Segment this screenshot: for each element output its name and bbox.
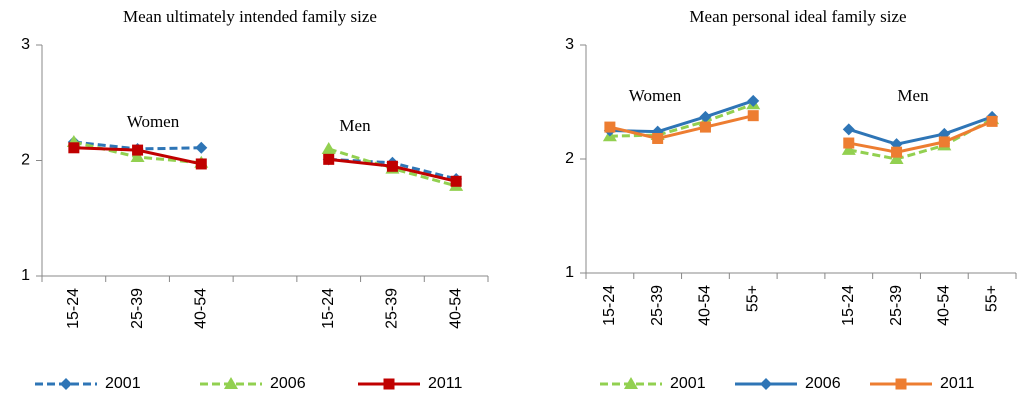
legend-label: 2006 — [270, 375, 306, 392]
y-tick-label: 3 — [565, 36, 574, 53]
marker — [652, 132, 664, 144]
marker — [842, 123, 855, 136]
x-tick-label: 15-24 — [601, 285, 618, 326]
marker — [891, 146, 903, 158]
legend-item: 2001 — [600, 375, 706, 392]
annotation: Men — [339, 116, 371, 135]
chart-title: Mean personal ideal family size — [689, 7, 906, 26]
marker — [68, 142, 80, 154]
y-tick-label: 2 — [565, 150, 574, 167]
series-line — [609, 102, 993, 161]
marker — [841, 142, 856, 155]
annotation: Women — [629, 86, 682, 105]
marker — [604, 121, 616, 133]
marker — [699, 121, 711, 133]
x-tick-label: 15-24 — [840, 285, 857, 326]
marker — [938, 136, 950, 148]
marker — [386, 160, 398, 172]
marker — [747, 110, 759, 122]
legend-label: 2011 — [428, 375, 463, 392]
legend-item: 2011 — [870, 375, 975, 392]
x-tick-label: 15-24 — [65, 288, 82, 329]
legend-item: 2006 — [200, 375, 306, 392]
annotation: Women — [127, 112, 180, 131]
marker — [60, 378, 72, 390]
marker — [450, 175, 462, 187]
legend-item: 2006 — [735, 375, 841, 392]
marker — [843, 137, 855, 149]
x-tick-label: 25-39 — [649, 285, 666, 326]
legend-label: 2001 — [670, 375, 706, 392]
series-line — [73, 146, 457, 183]
marker — [699, 110, 712, 123]
series-line — [609, 99, 993, 146]
series — [66, 135, 464, 191]
y-tick-label: 3 — [21, 36, 30, 53]
y-tick-label: 1 — [565, 264, 574, 281]
marker — [747, 94, 760, 107]
marker — [323, 153, 335, 165]
marker — [130, 150, 145, 163]
marker — [195, 158, 207, 170]
marker — [986, 115, 998, 127]
x-tick-label: 40-54 — [447, 288, 464, 329]
legend-item: 2011 — [358, 375, 463, 392]
x-tick-label: 25-39 — [384, 288, 401, 329]
legend-label: 2011 — [940, 375, 975, 392]
x-tick-label: 40-54 — [193, 288, 210, 329]
y-tick-label: 2 — [21, 152, 30, 169]
marker — [132, 144, 144, 156]
legend-label: 2006 — [805, 375, 841, 392]
series — [604, 110, 998, 158]
legend-item: 2001 — [35, 375, 141, 392]
marker — [760, 378, 772, 390]
marker — [383, 378, 395, 390]
legend-label: 2001 — [105, 375, 141, 392]
x-tick-label: 55+ — [744, 285, 761, 312]
annotation: Men — [897, 86, 929, 105]
x-tick-label: 40-54 — [936, 285, 953, 326]
x-tick-label: 15-24 — [320, 288, 337, 329]
x-tick-label: 55+ — [983, 285, 1000, 312]
series — [67, 136, 463, 185]
marker — [195, 141, 208, 154]
marker — [224, 377, 238, 389]
marker — [624, 377, 638, 389]
series — [68, 142, 462, 187]
series-line — [609, 114, 993, 154]
x-tick-label: 40-54 — [697, 285, 714, 326]
marker — [321, 141, 336, 154]
marker — [889, 152, 904, 164]
chart-title: Mean ultimately intended family size — [123, 7, 377, 26]
y-tick-label: 1 — [21, 267, 30, 284]
x-tick-label: 25-39 — [129, 288, 146, 329]
x-tick-label: 25-39 — [888, 285, 905, 326]
marker — [895, 378, 907, 390]
